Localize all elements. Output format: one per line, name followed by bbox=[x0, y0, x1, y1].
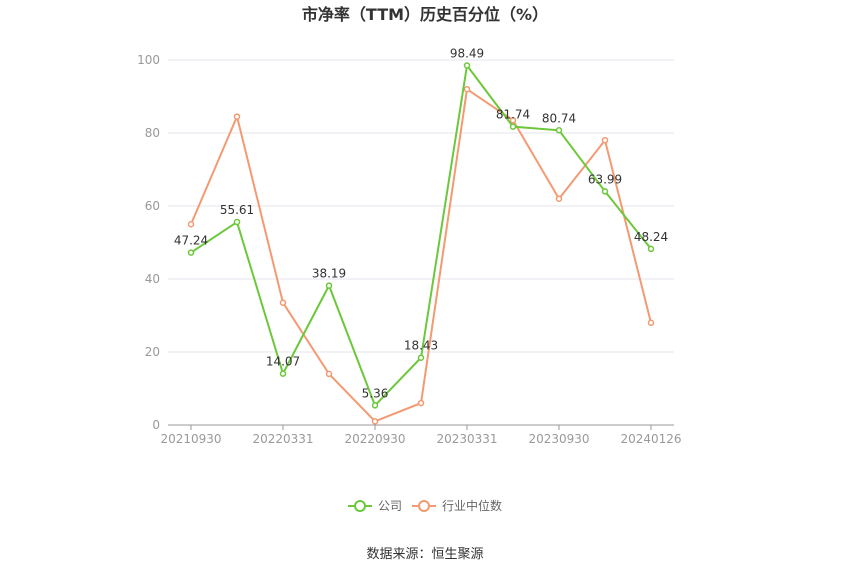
data-point-company[interactable] bbox=[371, 402, 379, 409]
x-tick-label: 20230930 bbox=[528, 432, 589, 446]
data-point-industry-median[interactable] bbox=[647, 319, 655, 327]
data-label-company: 63.99 bbox=[588, 172, 622, 186]
x-tick-label: 20230331 bbox=[436, 432, 497, 446]
data-labels: 47.24 55.61 14.07 38.19 5.36 18.43 98.49 81.74 8… bbox=[174, 47, 668, 401]
data-point-industry-median[interactable] bbox=[233, 113, 241, 120]
data-point-industry-median[interactable] bbox=[509, 116, 517, 124]
series-layer bbox=[187, 62, 655, 425]
legend-company-label: 公司 bbox=[378, 499, 402, 513]
legend-industry-label: 行业中位数 bbox=[442, 498, 502, 513]
y-tick-label: 80 bbox=[145, 126, 160, 140]
data-label-company: 55.61 bbox=[220, 203, 254, 217]
data-point-industry-median[interactable] bbox=[463, 85, 471, 93]
y-axis-ticks: 0 20 40 60 80 100 bbox=[137, 53, 160, 432]
chart-title: 市净率（TTM）历史百分位（%） bbox=[302, 5, 548, 24]
x-axis-ticks: 20210930 20220331 20220930 20230331 20230930… bbox=[160, 425, 682, 446]
data-point-industry-median[interactable] bbox=[279, 299, 287, 306]
data-point-industry-median[interactable] bbox=[371, 418, 379, 425]
data-label-company: 98.49 bbox=[450, 47, 484, 61]
data-point-company[interactable] bbox=[325, 282, 333, 289]
data-label-company: 48.24 bbox=[634, 230, 668, 244]
data-label-company: 81.74 bbox=[496, 108, 530, 122]
data-point-industry-median[interactable] bbox=[601, 137, 609, 144]
x-tick-label: 20220930 bbox=[344, 432, 405, 446]
data-point-company[interactable] bbox=[555, 127, 563, 134]
y-tick-label: 60 bbox=[145, 199, 160, 213]
x-tick-label: 20220331 bbox=[252, 432, 313, 446]
series-line-company bbox=[190, 63, 652, 408]
data-point-company[interactable] bbox=[509, 123, 517, 130]
x-tick-label: 20210930 bbox=[160, 432, 221, 446]
legend-company-marker bbox=[354, 500, 366, 512]
data-point-company[interactable] bbox=[279, 370, 287, 377]
data-point-industry-median[interactable] bbox=[555, 195, 563, 202]
data-point-company[interactable] bbox=[463, 62, 471, 69]
y-tick-label: 40 bbox=[145, 272, 160, 286]
data-point-industry-median[interactable] bbox=[417, 399, 425, 407]
data-label-company: 80.74 bbox=[542, 111, 576, 125]
data-point-company[interactable] bbox=[601, 188, 609, 195]
legend-item-industry-median[interactable]: 行业中位数 bbox=[412, 498, 502, 513]
x-tick-label: 20240126 bbox=[620, 432, 681, 446]
data-label-company: 18.43 bbox=[404, 339, 438, 353]
data-label-company: 5.36 bbox=[362, 386, 389, 400]
data-label-company: 47.24 bbox=[174, 234, 208, 248]
y-tick-label: 20 bbox=[145, 345, 160, 359]
legend[interactable]: 公司 行业中位数 bbox=[348, 498, 502, 513]
data-point-company[interactable] bbox=[187, 249, 195, 256]
y-tick-label: 0 bbox=[152, 418, 160, 432]
data-label-company: 14.07 bbox=[266, 355, 300, 369]
legend-item-company[interactable]: 公司 bbox=[348, 499, 402, 513]
grid bbox=[168, 59, 674, 353]
data-point-company[interactable] bbox=[233, 218, 241, 226]
series-line-industry-median bbox=[190, 87, 652, 423]
legend-industry-marker bbox=[418, 500, 430, 512]
data-point-industry-median[interactable] bbox=[187, 221, 195, 228]
data-point-company[interactable] bbox=[417, 354, 425, 361]
data-label-company: 38.19 bbox=[312, 267, 346, 281]
data-point-industry-median[interactable] bbox=[325, 370, 333, 378]
data-point-company[interactable] bbox=[647, 245, 655, 253]
y-tick-label: 100 bbox=[137, 53, 160, 67]
data-source: 数据来源：恒生聚源 bbox=[366, 547, 483, 562]
